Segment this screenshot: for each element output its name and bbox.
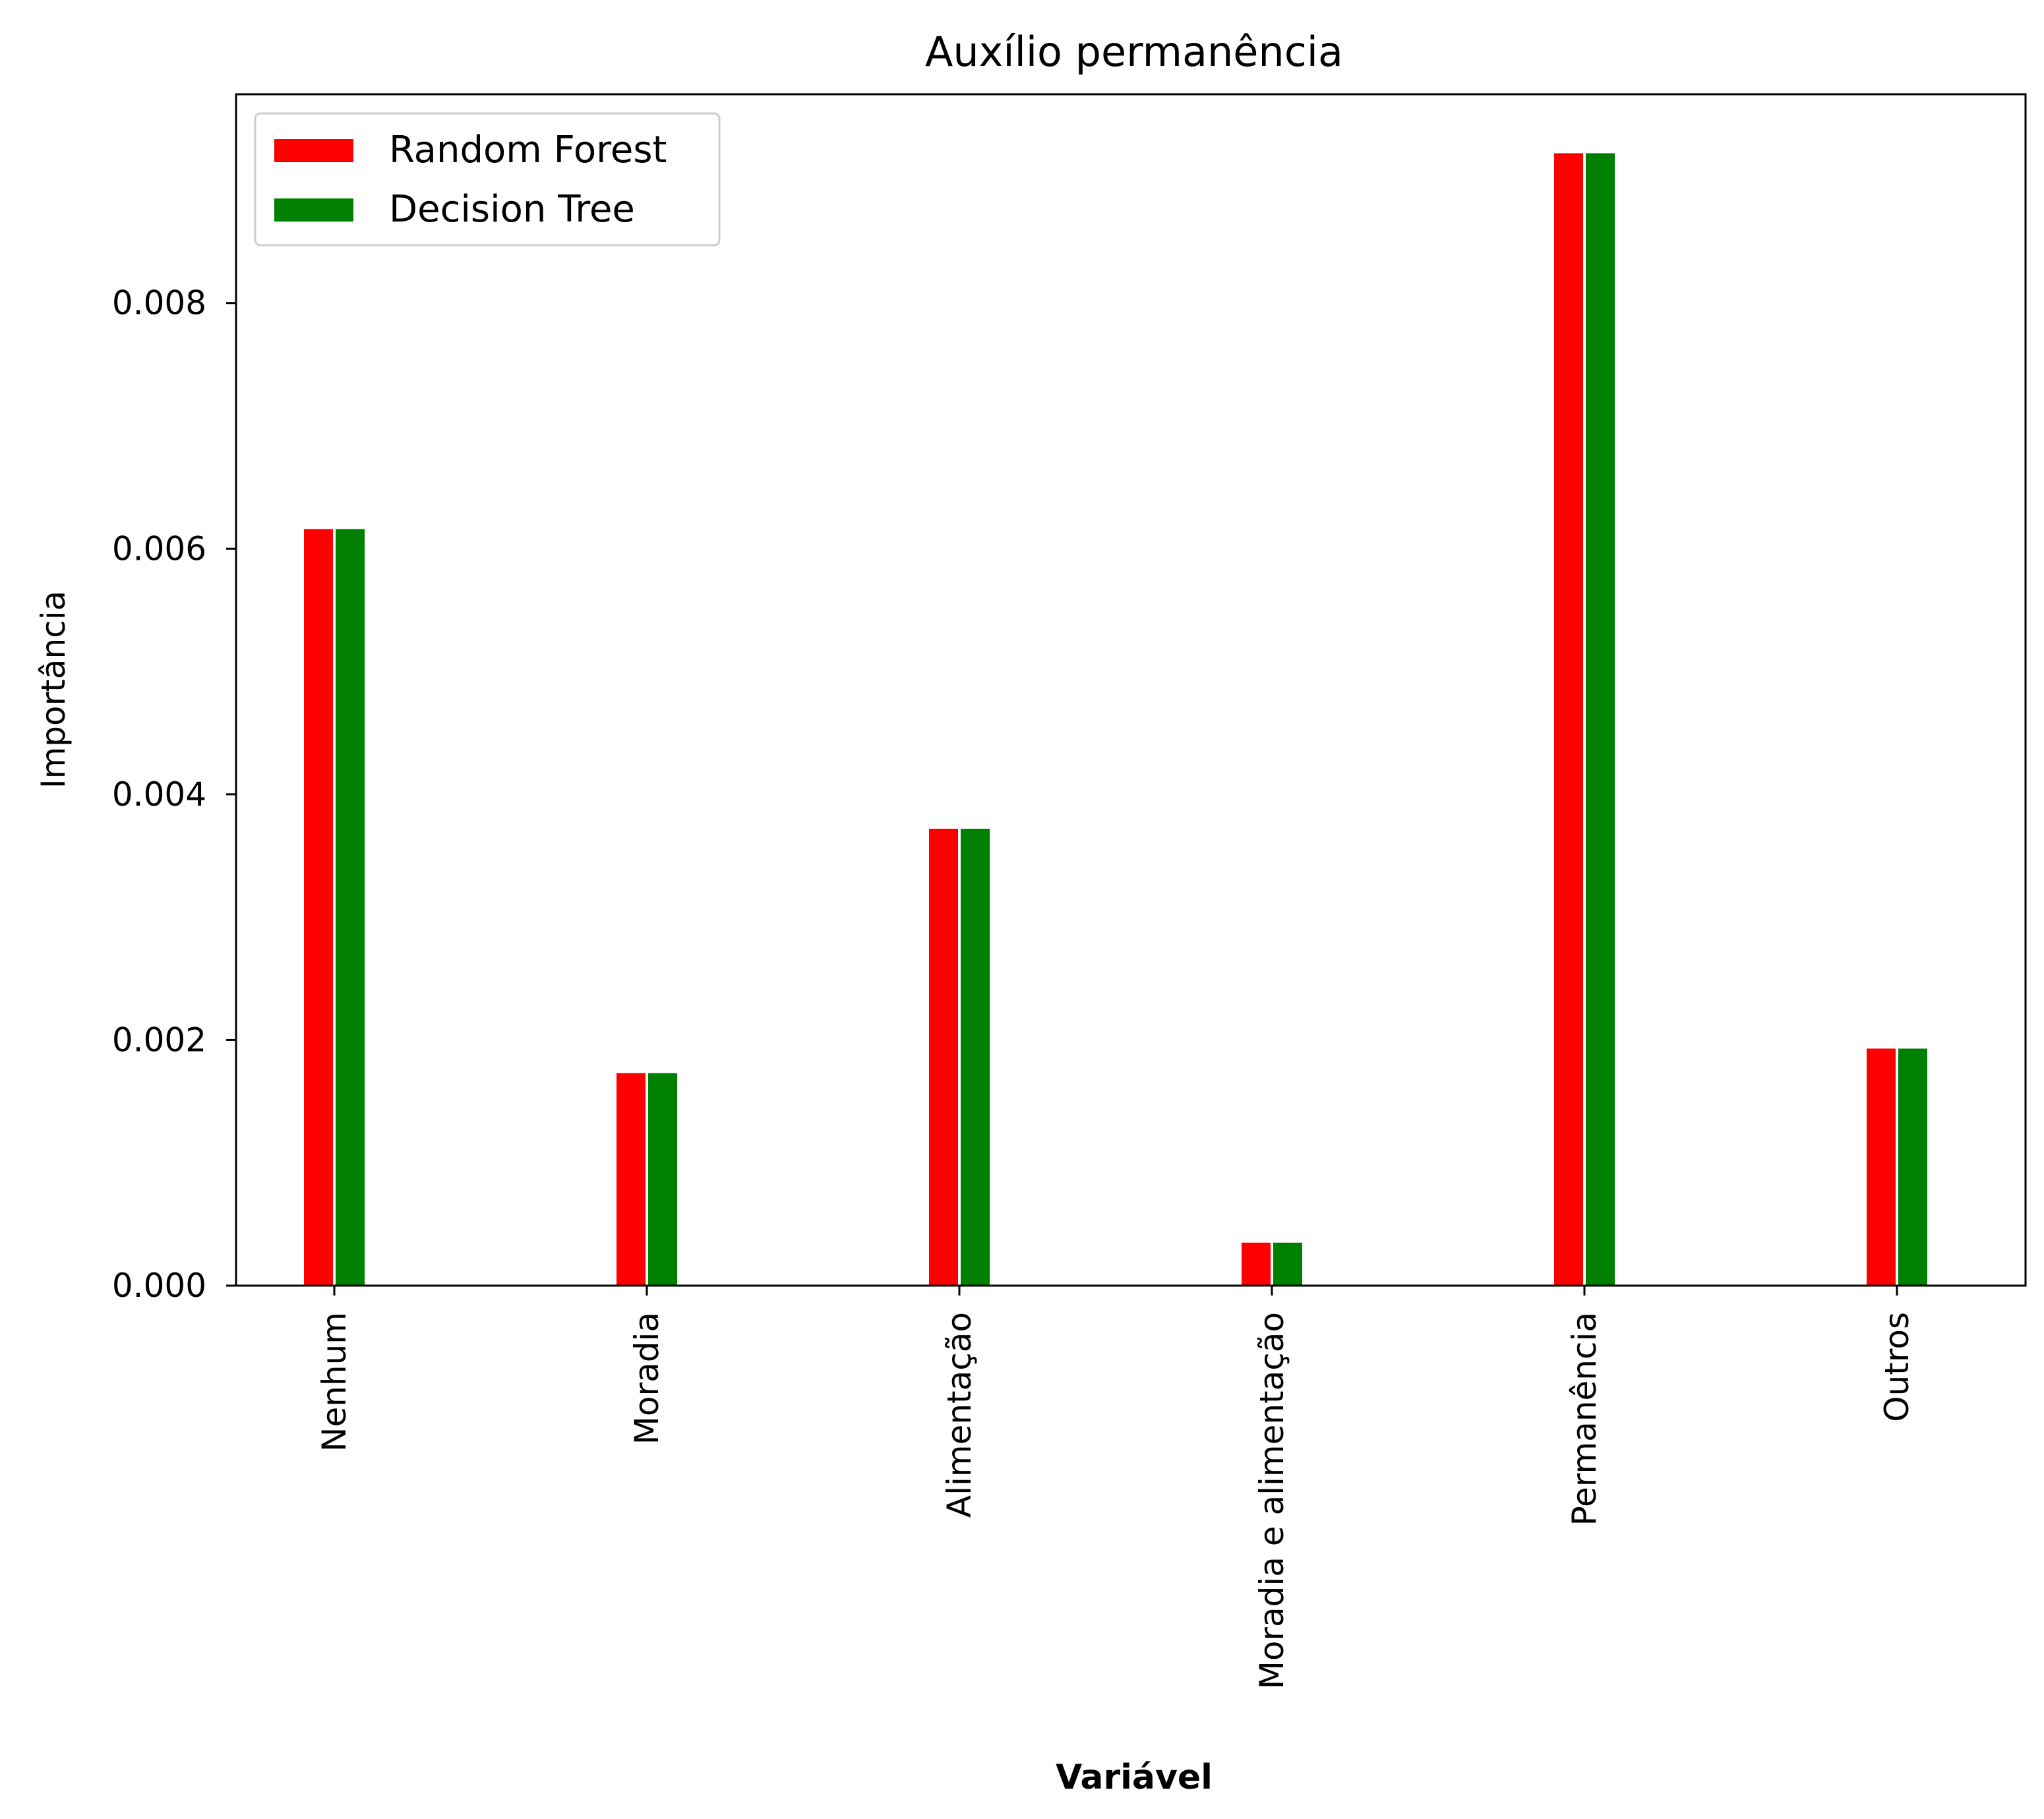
- bar-decision-tree-alimentacao: [961, 829, 990, 1286]
- x-tick-label-moradia: Moradia: [628, 1312, 666, 1445]
- legend-label-random-forest: Random Forest: [389, 129, 667, 171]
- bar-random-forest-alimentacao: [929, 829, 958, 1286]
- bar-random-forest-nenhum: [304, 529, 333, 1286]
- bar-decision-tree-moradia-e-alimentacao: [1273, 1242, 1302, 1286]
- bars: [304, 153, 1927, 1286]
- legend-label-decision-tree: Decision Tree: [389, 188, 635, 231]
- bar-random-forest-moradia-e-alimentacao: [1242, 1242, 1271, 1286]
- x-tick-label-permanencia: Permanência: [1565, 1312, 1604, 1526]
- y-tick-label: 0.002: [112, 1021, 206, 1059]
- bar-decision-tree-permanencia: [1586, 153, 1615, 1286]
- y-tick-label: 0.000: [112, 1267, 206, 1305]
- x-axis-ticks: Nenhum Moradia Alimentação Moradia e alimen…: [315, 1286, 1916, 1689]
- legend-frame: [254, 112, 721, 247]
- legend-swatch-decision-tree: [274, 198, 353, 222]
- legend-swatch-random-forest: [274, 139, 353, 162]
- bar-random-forest-moradia: [616, 1073, 646, 1286]
- chart-title: Auxílio permanência: [925, 28, 1343, 76]
- x-tick-label-alimentacao: Alimentação: [940, 1312, 978, 1518]
- y-tick-label: 0.004: [112, 775, 206, 814]
- x-tick-label-outros: Outros: [1878, 1312, 1916, 1422]
- y-axis-label: Importância: [34, 591, 73, 789]
- legend: Random Forest Decision Tree: [254, 112, 721, 247]
- bar-random-forest-outros: [1867, 1048, 1896, 1286]
- plot-frame: [235, 93, 2027, 1287]
- y-tick-label: 0.008: [112, 284, 206, 322]
- x-axis-label: Variável: [1056, 1758, 1213, 1797]
- bar-random-forest-permanencia: [1554, 153, 1583, 1286]
- x-tick-label-moradia-e-alimentacao: Moradia e alimentação: [1253, 1312, 1291, 1689]
- x-tick-label-nenhum: Nenhum: [315, 1312, 353, 1452]
- bar-decision-tree-outros: [1898, 1048, 1927, 1286]
- bar-decision-tree-moradia: [648, 1073, 677, 1286]
- bar-decision-tree-nenhum: [336, 529, 365, 1286]
- y-axis-ticks: 0.000 0.002 0.004 0.006 0.008: [112, 284, 236, 1305]
- y-tick-label: 0.006: [112, 529, 206, 568]
